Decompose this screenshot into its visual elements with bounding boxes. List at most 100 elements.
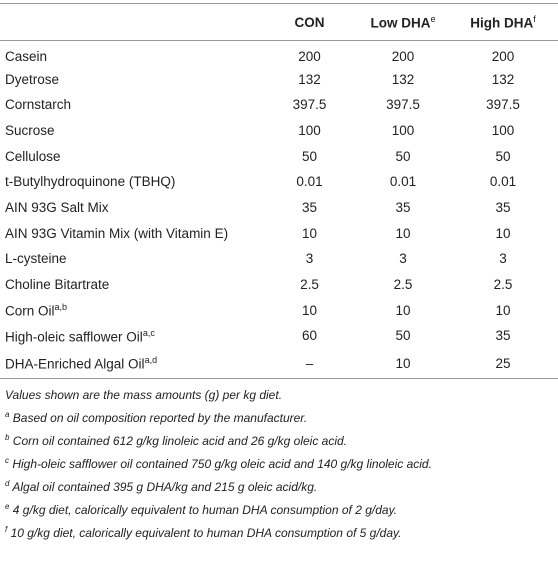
value-cell: 3 [399,251,407,267]
table-row: Dyetrose 132 132 132 [0,66,558,92]
table-row: High-oleic safflower Oila,c 60 50 35 [0,323,558,349]
footnote-text: 4 g/kg diet, calorically equivalent to h… [12,503,398,518]
value-cell: 50 [495,148,511,164]
row-label: Dyetrose [5,71,60,87]
row-label: Cornstarch [5,97,72,113]
footnote-text: 10 g/kg diet, calorically equivalent to … [10,526,402,541]
footnote: d Algal oil contained 395 g DHA/kg and 2… [5,474,558,497]
value-cell: 200 [298,48,321,64]
row-label-cell: High-oleic safflower Oila,c [0,323,261,349]
header-text: High DHA [470,15,534,31]
value-cell: 10 [301,302,318,318]
row-label: L-cysteine [5,251,67,267]
value-cell: 132 [391,71,415,87]
value-cell: 3 [305,251,314,267]
value-cell: 50 [395,328,411,344]
header-row: CON Low DHAe High DHAf [0,3,558,41]
footnote: a Based on oil composition reported by t… [5,405,558,428]
header-footnote-mark: e [430,13,436,24]
value-cell: 2.5 [393,277,413,293]
row-footnote-mark: a,d [144,355,158,366]
footnote-mark: b [5,433,10,443]
value-cell: 10 [395,302,411,318]
footnote: c High-oleic safflower oil contained 750… [5,451,558,474]
footnote-text: Based on oil composition reported by the… [12,411,308,426]
table-row: Corn Oila,b 10 10 10 [0,297,558,323]
footnote-mark: a [5,410,10,420]
table-row: Sucrose 100 100 100 [0,118,558,144]
table-row: AIN 93G Salt Mix 35 35 35 [0,195,558,221]
table-row: Cornstarch 397.5 397.5 397.5 [0,92,558,118]
footnote: b Corn oil contained 612 g/kg linoleic a… [5,428,558,451]
header-cell [0,4,261,41]
value-cell: 10 [495,225,511,241]
table-row: AIN 93G Vitamin Mix (with Vitamin E) 10 10… [0,220,558,246]
footnote-mark: f [5,525,8,535]
value-cell: 35 [495,328,511,344]
value-cell: 10 [301,225,318,241]
footnote-text: Algal oil contained 395 g DHA/kg and 215… [12,480,318,495]
value-cell: 397.5 [292,97,327,113]
row-label-cell: AIN 93G Salt Mix [0,195,261,221]
value-cell: 100 [491,122,515,138]
value-cell: 200 [391,48,415,64]
header-footnote-mark: f [533,13,536,24]
value-cell: 2.5 [493,277,513,293]
table-row: t-Butylhydroquinone (TBHQ) 0.01 0.01 0.01 [0,169,558,195]
header-text: Low DHA [370,15,431,31]
value-cell: 50 [395,148,411,164]
value-cell: 397.5 [486,97,520,113]
header-text: CON [294,14,325,30]
value-cell: 10 [395,225,411,241]
table-row: DHA-Enriched Algal Oila,d – 10 25 [0,349,558,379]
row-label-cell: DHA-Enriched Algal Oila,d [0,349,261,379]
value-cell: 60 [301,328,318,344]
value-cell: 397.5 [386,97,420,113]
row-label-cell: L-cysteine [0,246,261,272]
row-label-cell: t-Butylhydroquinone (TBHQ) [0,169,261,195]
row-footnote-mark: a,c [142,327,155,338]
row-label-cell: AIN 93G Vitamin Mix (with Vitamin E) [0,220,261,246]
value-cell: 0.01 [489,174,517,190]
value-cell: 50 [301,148,318,164]
diet-table: CON Low DHAe High DHAf Casein 200 200 200 Dyet… [0,3,558,379]
table-row: Casein 200 200 200 [0,41,558,67]
footnote-text: High-oleic safflower oil contained 750 g… [12,457,432,472]
value-cell: 35 [301,199,318,215]
row-label-cell: Corn Oila,b [0,297,261,323]
row-label-cell: Cellulose [0,143,261,169]
row-label: t-Butylhydroquinone (TBHQ) [5,174,176,190]
header-cell: High DHAf [448,4,558,41]
row-label-cell: Choline Bitartrate [0,272,261,298]
table-row: Cellulose 50 50 50 [0,143,558,169]
row-label: Sucrose [5,122,55,138]
value-cell: – [305,356,314,371]
value-cell: 100 [391,122,415,138]
row-label-cell: Sucrose [0,118,261,144]
footnote: e 4 g/kg diet, calorically equivalent to… [5,497,558,520]
row-label-cell: Dyetrose [0,66,261,92]
row-label-cell: Casein [0,41,261,67]
page: CON Low DHAe High DHAf Casein 200 200 200 Dyet… [0,3,558,565]
row-label: AIN 93G Vitamin Mix (with Vitamin E) [5,225,229,241]
table-body: Casein 200 200 200 Dyetrose 132 132 132 Cornstar… [0,41,558,379]
footnote-mark: d [5,479,10,489]
value-cell: 132 [298,71,321,87]
value-cell: 0.01 [389,174,417,190]
footnote-mark: c [5,456,9,466]
value-cell: 25 [495,356,511,371]
row-footnote-mark: a,b [54,301,68,312]
header-cell: CON [261,4,358,41]
footnote: f 10 g/kg diet, calorically equivalent t… [5,520,558,543]
value-cell: 132 [491,71,515,87]
footnotes: Values shown are the mass amounts (g) pe… [0,379,558,543]
row-label: Cellulose [5,148,61,164]
row-label-cell: Cornstarch [0,92,261,118]
value-cell: 10 [495,302,511,318]
row-label: High-oleic safflower Oil [5,329,143,345]
value-cell: 2.5 [300,277,319,293]
table-row: Choline Bitartrate 2.5 2.5 2.5 [0,272,558,298]
footnote-intro: Values shown are the mass amounts (g) pe… [5,388,283,403]
footnote-mark: e [5,502,10,512]
row-label: DHA-Enriched Algal Oil [5,356,145,372]
